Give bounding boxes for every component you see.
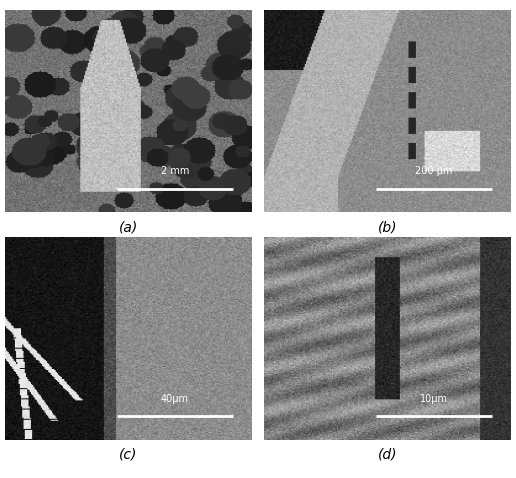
Text: (d): (d) (378, 448, 397, 462)
Text: (c): (c) (119, 448, 138, 462)
Text: 40μm: 40μm (161, 394, 189, 404)
Text: 10μm: 10μm (420, 394, 448, 404)
Text: 2 mm: 2 mm (160, 166, 189, 176)
Text: (a): (a) (119, 221, 138, 235)
Text: 200 μm: 200 μm (415, 166, 453, 176)
Text: (b): (b) (378, 221, 397, 235)
